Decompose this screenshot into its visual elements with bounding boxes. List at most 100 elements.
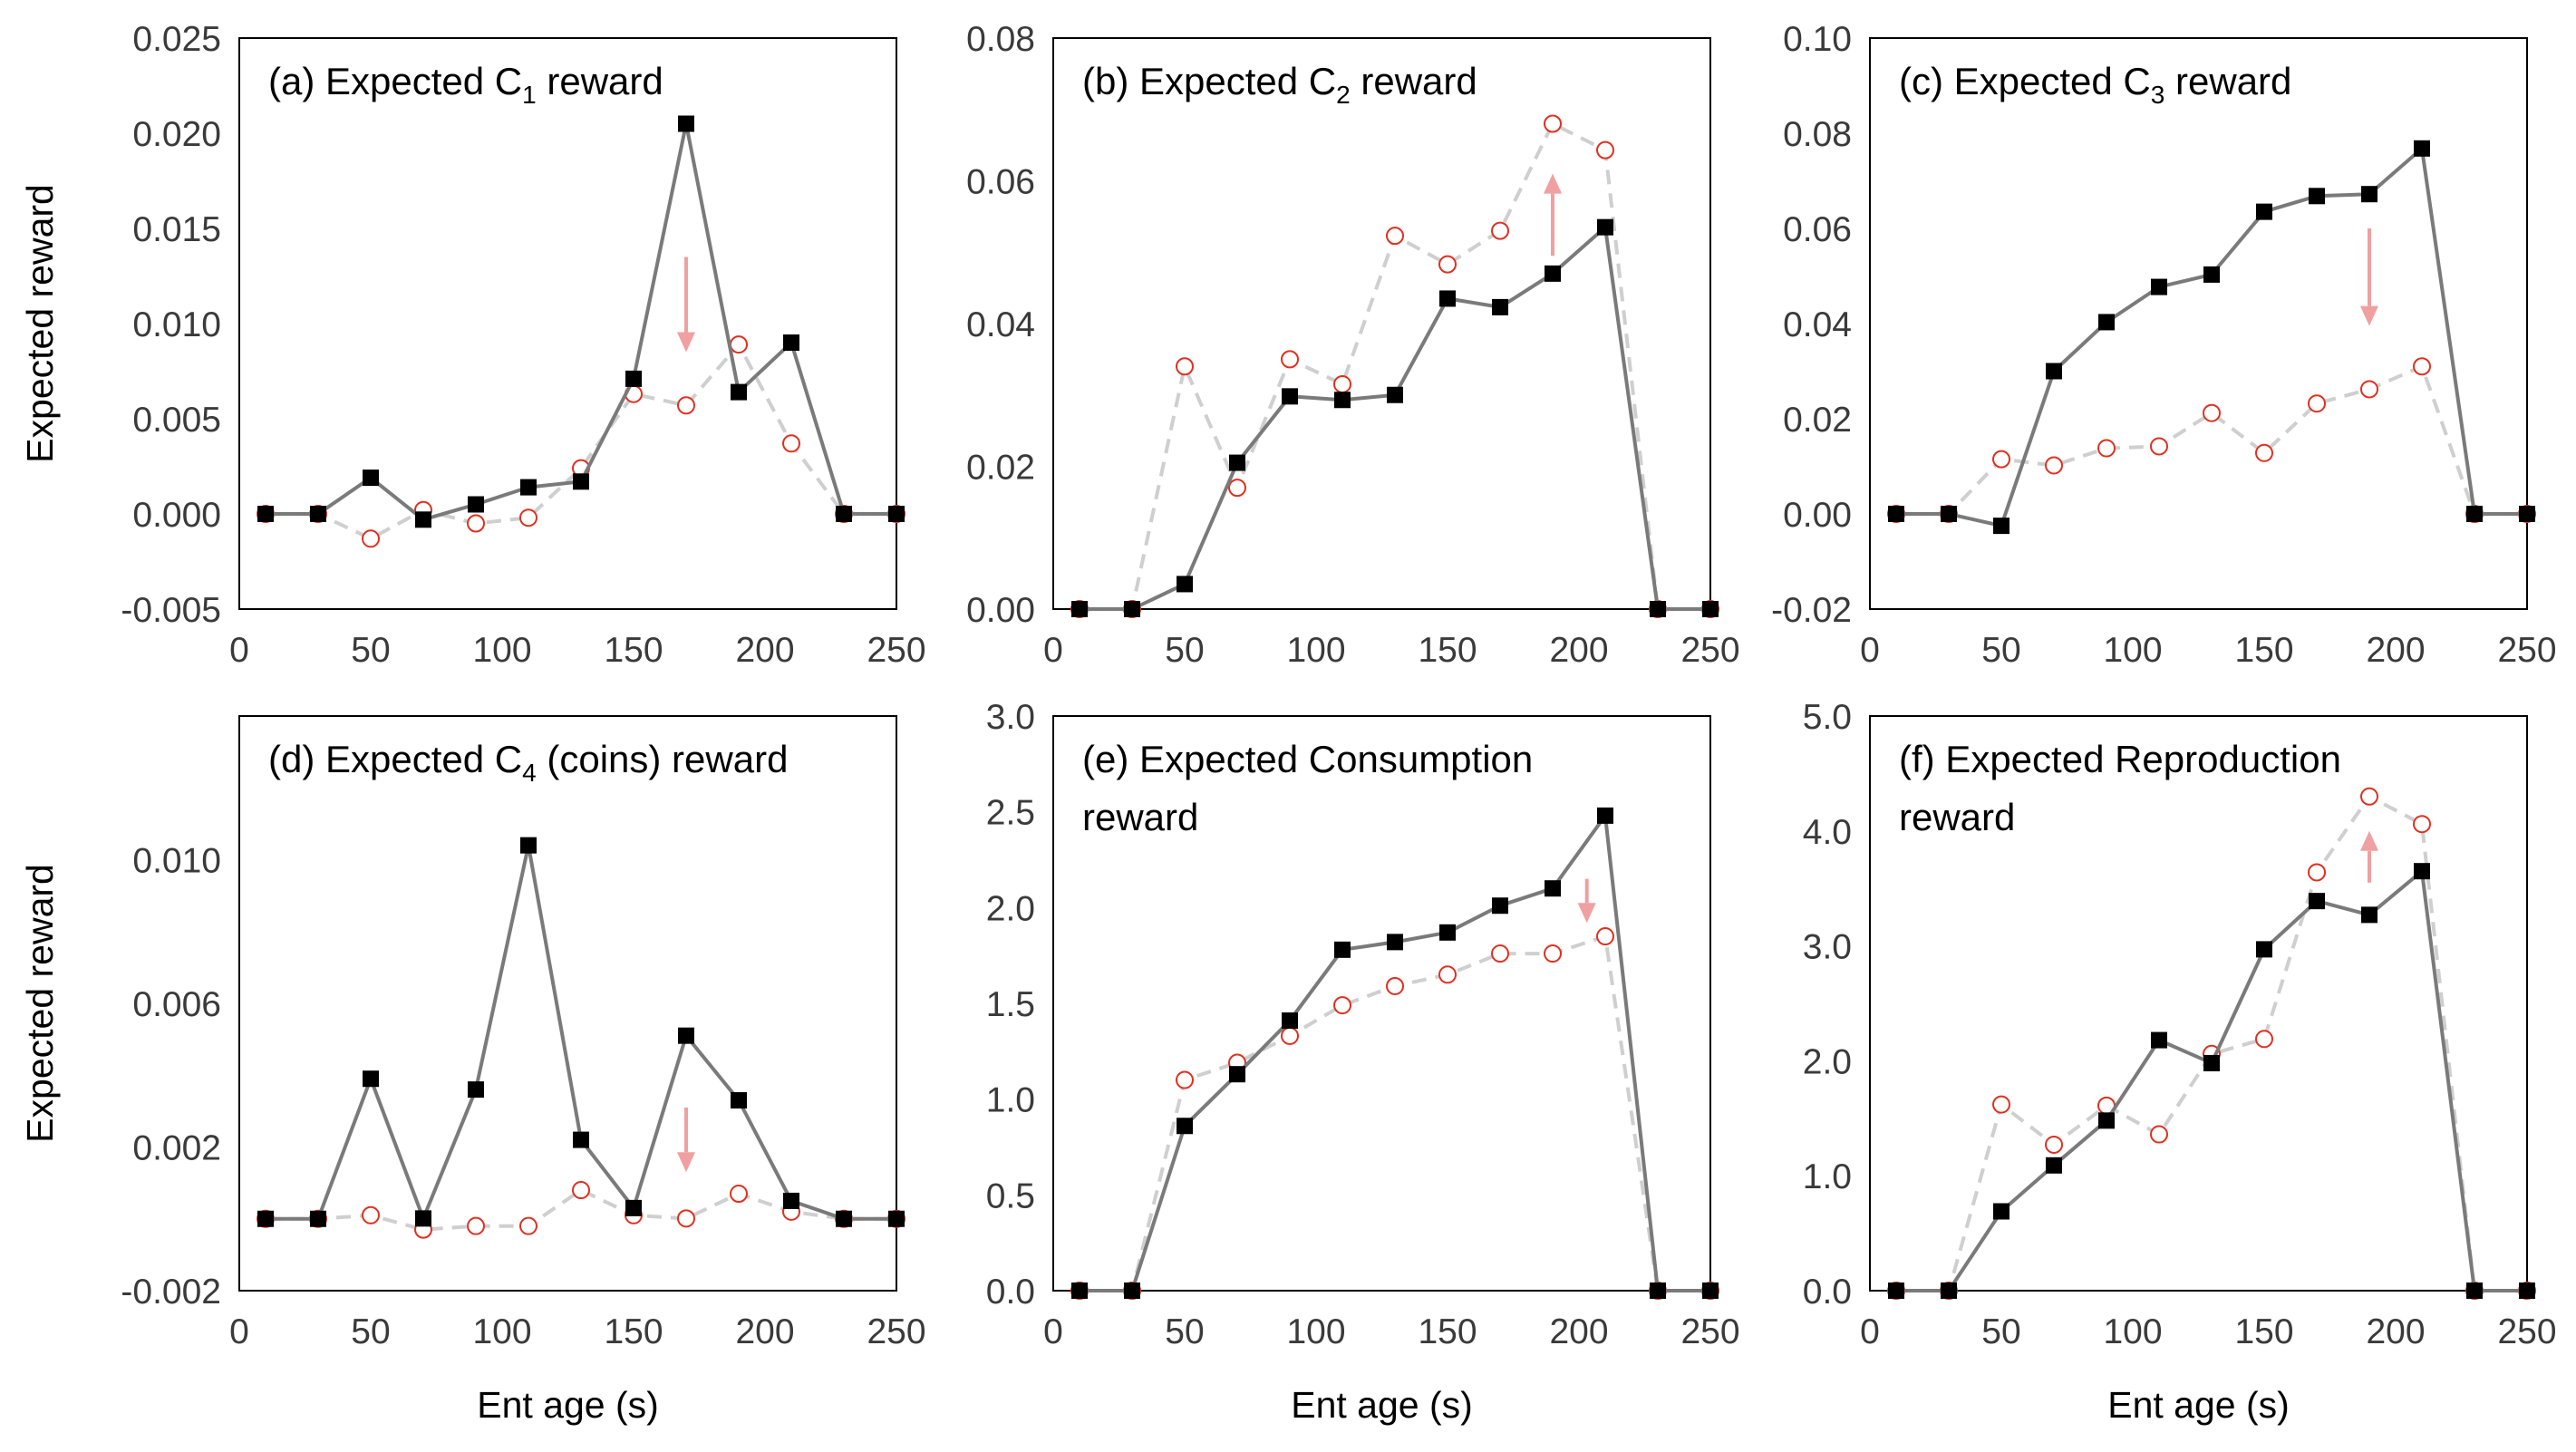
data-point-circle [1596, 927, 1614, 946]
data-point-square [2309, 893, 2325, 910]
x-tick-label: 200 [735, 1312, 794, 1351]
data-point-square [836, 506, 852, 522]
y-tick-label: 0.02 [966, 449, 1035, 488]
x-tick-label: 0 [229, 631, 249, 670]
data-point-square [1597, 807, 1613, 824]
data-point-square [2203, 1054, 2220, 1071]
data-point-circle [1176, 1070, 1194, 1089]
y-tick-label: 5.0 [1803, 698, 1852, 737]
x-tick-label: 250 [1680, 631, 1739, 670]
data-point-square [1229, 1066, 1245, 1083]
y-tick-label: 0.005 [132, 401, 221, 440]
panel-f: 0 50 100 150 200 250 0.0 1.0 2.0 3.0 4.0 5.0 Ent age… [1803, 698, 2557, 1426]
series-line-dashed [1896, 794, 2527, 1292]
data-point-circle [1491, 944, 1509, 963]
panel-c: 0 50 100 150 200 250 -0.02 0.00 0.02 0.04 0.06 0.08… [1771, 20, 2556, 670]
data-point-square [1177, 1118, 1193, 1135]
data-point-circle [2255, 443, 2273, 462]
data-point-square [1439, 290, 1456, 307]
y-tick-label: 0.00 [1783, 496, 1852, 535]
change-arrow-head [2360, 830, 2378, 851]
data-point-square [2256, 203, 2272, 220]
y-tick-label: 0.006 [132, 985, 221, 1024]
data-point-square [1888, 1283, 1904, 1299]
x-tick-label: 150 [1418, 1312, 1477, 1351]
data-point-square [2414, 863, 2430, 880]
y-tick-label: 3.0 [1803, 928, 1852, 967]
data-point-circle [1386, 976, 1404, 995]
data-point-circle [2150, 437, 2168, 456]
y-tick-label: 0.5 [986, 1176, 1035, 1215]
panel-title: (c) Expected C3 reward [1899, 60, 2291, 109]
plot-frame [1052, 37, 1711, 610]
data-point-square [1597, 218, 1613, 236]
data-point-circle [782, 434, 800, 453]
y-tick-label: 0.06 [1783, 210, 1852, 249]
title-part: (e) Expected Consumption [1082, 738, 1533, 780]
title-subscript: 3 [2151, 81, 2165, 109]
plot-frame [1869, 37, 2528, 610]
data-point-circle [519, 1216, 537, 1235]
data-point-circle [1491, 221, 1509, 240]
data-point-square [783, 1192, 799, 1209]
title-subscript: 4 [522, 759, 537, 787]
y-tick-label: 2.0 [1803, 1042, 1852, 1081]
data-point-square [1124, 1283, 1140, 1299]
data-point-square [1439, 924, 1456, 941]
x-tick-label: 250 [867, 1312, 925, 1351]
data-point-square [1941, 1283, 1957, 1299]
x-tick-label: 150 [2234, 631, 2293, 670]
data-point-circle [467, 1216, 485, 1235]
data-point-square [520, 837, 537, 854]
data-point-circle [1596, 140, 1614, 160]
title-part: (b) Expected C [1082, 60, 1336, 102]
x-tick-label: 100 [1286, 631, 1345, 670]
title-part: (a) Expected C [268, 60, 522, 102]
title-part: reward [1351, 60, 1477, 102]
y-tick-label: -0.02 [1771, 591, 1852, 630]
y-tick-label: 0.000 [132, 496, 221, 535]
data-point-square [1387, 386, 1403, 403]
y-axis-label: Expected reward [19, 184, 61, 463]
change-arrow-head [1544, 173, 1562, 194]
title-subscript: 1 [522, 81, 537, 109]
x-tick-label: 100 [1286, 1312, 1345, 1351]
data-point-square [573, 473, 589, 490]
y-tick-label: 1.5 [986, 985, 1035, 1024]
y-tick-label: 4.0 [1803, 813, 1852, 852]
data-point-square [1702, 1283, 1719, 1299]
y-tick-label: 0.0 [986, 1273, 1035, 1312]
change-arrow-head [677, 1152, 695, 1173]
data-point-circle [2150, 1125, 2168, 1144]
x-tick-label: 50 [351, 1312, 390, 1351]
data-point-square [2151, 278, 2167, 295]
data-point-circle [1176, 357, 1194, 376]
y-tick-label: 3.0 [986, 698, 1035, 737]
series-line-dashed [1080, 121, 1710, 611]
data-point-square [2046, 1157, 2062, 1174]
data-point-square [257, 1210, 274, 1227]
panel-title: reward [1899, 796, 2015, 838]
data-point-circle [2045, 456, 2063, 475]
x-tick-label: 0 [1860, 1312, 1880, 1351]
data-point-circle [2308, 394, 2326, 413]
x-tick-label: 150 [604, 1312, 663, 1351]
data-point-square [1492, 298, 1508, 315]
data-point-square [1387, 934, 1403, 951]
x-tick-label: 0 [1860, 631, 1880, 670]
data-point-square [1334, 392, 1351, 409]
data-point-circle [1281, 1026, 1299, 1045]
x-tick-label: 200 [1549, 1312, 1608, 1351]
x-axis-label: Ent age (s) [477, 1384, 659, 1426]
y-tick-label: -0.005 [121, 591, 221, 630]
data-point-square [363, 1070, 379, 1088]
panel-title: reward [1082, 796, 1198, 838]
data-point-square [2256, 941, 2272, 958]
data-point-square [415, 1210, 431, 1227]
x-tick-label: 200 [2366, 631, 2425, 670]
x-tick-label: 0 [1043, 1312, 1063, 1351]
panel-d: 0 50 100 150 200 250 -0.002 0.002 0.006 0.010 Expe… [19, 715, 926, 1426]
x-tick-label: 50 [351, 631, 390, 670]
series-line-dashed [1896, 364, 2527, 516]
y-tick-label: 0.025 [132, 20, 221, 59]
